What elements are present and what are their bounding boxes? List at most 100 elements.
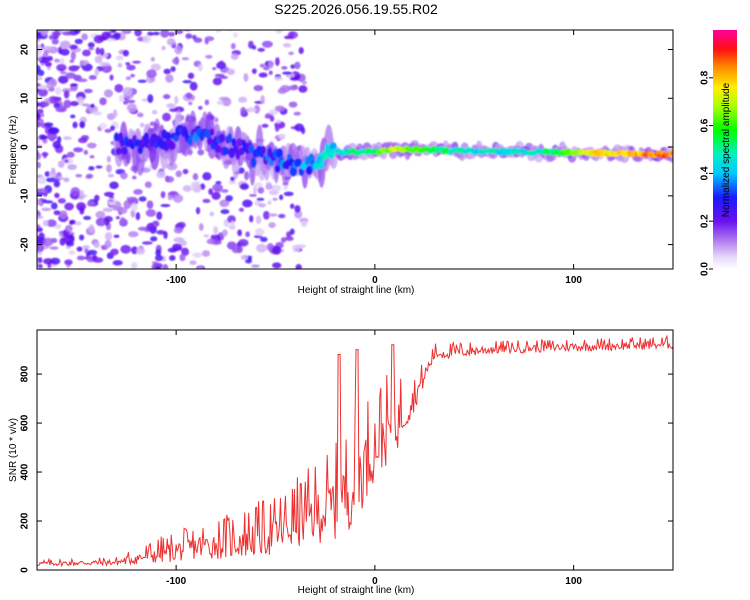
- spectrogram-noise-blob: [93, 34, 104, 44]
- spectrogram-noise-blob: [94, 55, 103, 64]
- spectrogram-noise-blob: [72, 121, 78, 129]
- spectrogram-noise-blob: [182, 168, 189, 175]
- spectrogram-noise-blob: [76, 246, 83, 252]
- spectrogram-noise-blob: [103, 215, 113, 223]
- snr-ytick-label: 0: [20, 567, 31, 573]
- spectrogram-noise-blob: [137, 226, 148, 231]
- spectrogram-noise-blob: [37, 57, 43, 61]
- spectrogram-noise-blob: [193, 37, 203, 43]
- spectrogram-noise-blob: [115, 216, 120, 220]
- spectrogram-noise-blob: [150, 57, 155, 62]
- spectrogram-noise-blob: [190, 181, 200, 189]
- spectrogram-noise-blob: [57, 75, 69, 84]
- spectrogram-noise-blob: [46, 55, 53, 62]
- spectrogram-noise-blob: [115, 55, 124, 61]
- spectrogram-noise-blob: [109, 74, 114, 81]
- spectrogram-noise-blob: [261, 123, 269, 128]
- spectrogram-noise-blob: [230, 176, 235, 182]
- spectrogram-noise-blob: [268, 213, 278, 217]
- spectrogram-noise-blob: [112, 260, 123, 266]
- snr-xlabel: Height of straight line (km): [298, 585, 415, 596]
- spectrogram-noise-blob: [64, 202, 74, 211]
- spectrogram-ridge-cell: [150, 133, 158, 144]
- spectrogram-noise-blob: [78, 137, 88, 144]
- spectrogram-ridge-cell: [222, 146, 230, 156]
- spectrogram-noise-blob: [187, 72, 195, 79]
- spectrogram-noise-blob: [63, 177, 70, 183]
- spectrogram-noise-blob: [244, 171, 250, 181]
- spectrogram-noise-blob: [122, 49, 130, 57]
- spectrogram-noise-blob: [93, 241, 101, 249]
- spectrogram-noise-blob: [70, 101, 79, 107]
- spectrogram-noise-blob: [71, 65, 81, 70]
- spectrogram-noise-blob: [146, 69, 157, 79]
- spectrogram-ridge-cell: [187, 136, 193, 146]
- spectrogram-noise-blob: [208, 188, 214, 195]
- spectrogram-noise-blob: [249, 193, 257, 197]
- spectrogram-noise-blob: [136, 247, 146, 255]
- spectrogram-ytick-label: -10: [20, 188, 31, 203]
- snr-ticks: -100 0 100 0 200 400 600 800: [20, 330, 673, 587]
- spectrogram-noise-blob: [221, 229, 228, 237]
- spectrogram-noise-blob: [37, 30, 41, 33]
- spectrogram-noise-blob: [204, 99, 210, 106]
- spectrogram-xtick-label: 100: [565, 275, 582, 286]
- spectrogram-noise-blob: [99, 122, 107, 130]
- spectrogram-noise-blob: [95, 47, 101, 55]
- spectrogram-noise-blob: [76, 255, 86, 261]
- spectrogram-noise-blob: [226, 241, 237, 250]
- spectrogram-noise-blob: [283, 191, 294, 197]
- colorbar-tick-label: 0.6: [700, 118, 711, 132]
- spectrogram-noise-blob: [82, 49, 91, 57]
- spectrogram-noise-blob: [237, 167, 245, 174]
- spectrogram-noise-blob: [294, 205, 301, 213]
- spectrogram-noise-blob: [70, 187, 81, 196]
- spectrogram-ridge-cell: [236, 138, 244, 147]
- spectrogram-noise-blob: [69, 83, 78, 87]
- spectrogram-noise-blob: [107, 173, 115, 178]
- spectrogram-noise-blob: [151, 110, 158, 115]
- spectrogram-noise-blob: [149, 77, 156, 82]
- spectrogram-noise-blob: [59, 71, 67, 75]
- spectrogram-noise-blob: [37, 175, 47, 185]
- spectrogram-noise-blob: [78, 234, 85, 241]
- spectrogram-noise-blob: [41, 207, 52, 212]
- spectrogram-ridge-cell: [214, 145, 222, 153]
- spectrogram-noise-blob: [269, 115, 275, 122]
- spectrogram-noise-blob: [120, 172, 128, 180]
- spectrogram-ridge-cell: [218, 133, 226, 143]
- spectrogram-noise-blob: [142, 34, 152, 44]
- spectrogram-noise-blob: [103, 89, 114, 98]
- spectrogram-noise-blob: [37, 108, 44, 115]
- spectrogram-noise-blob: [37, 199, 43, 206]
- spectrogram-noise-blob: [147, 94, 154, 103]
- spectrogram-noise-blob: [192, 173, 199, 181]
- spectrogram-noise-blob: [239, 183, 249, 190]
- spectrogram-noise-blob: [125, 62, 131, 66]
- spectrogram-noise-blob: [43, 237, 54, 247]
- spectrogram-xtick-label: -100: [166, 275, 186, 286]
- spectrogram-ridge-cell: [669, 150, 673, 156]
- spectrogram-noise-blob: [298, 85, 308, 93]
- spectrogram-noise-blob: [110, 125, 116, 131]
- colorbar-label: Normalized spectral amplitude: [721, 82, 732, 217]
- spectrogram-noise-blob: [120, 244, 132, 254]
- spectrogram-noise-blob: [166, 38, 176, 46]
- spectrogram-noise-blob: [274, 124, 280, 132]
- spectrogram-noise-blob: [214, 117, 219, 123]
- spectrogram-noise-blob: [179, 253, 186, 262]
- colorbar-tick-label: 0.4: [700, 166, 711, 180]
- spectrogram-noise-blob: [197, 266, 203, 269]
- spectrogram-noise-blob: [294, 123, 305, 132]
- spectrogram-noise-blob: [249, 215, 254, 223]
- spectrogram-noise-blob: [37, 227, 43, 233]
- spectrogram-noise-blob: [126, 196, 138, 201]
- spectrogram-noise-blob: [185, 92, 193, 99]
- spectrogram-noise-blob: [131, 175, 137, 180]
- spectrogram-noise-blob: [40, 135, 49, 140]
- spectrogram-noise-blob: [253, 85, 264, 92]
- spectrogram-noise-blob: [146, 31, 154, 36]
- colorbar-gradient: [713, 30, 737, 269]
- spectrogram-noise-blob: [122, 86, 133, 96]
- spectrogram-noise-blob: [76, 78, 88, 83]
